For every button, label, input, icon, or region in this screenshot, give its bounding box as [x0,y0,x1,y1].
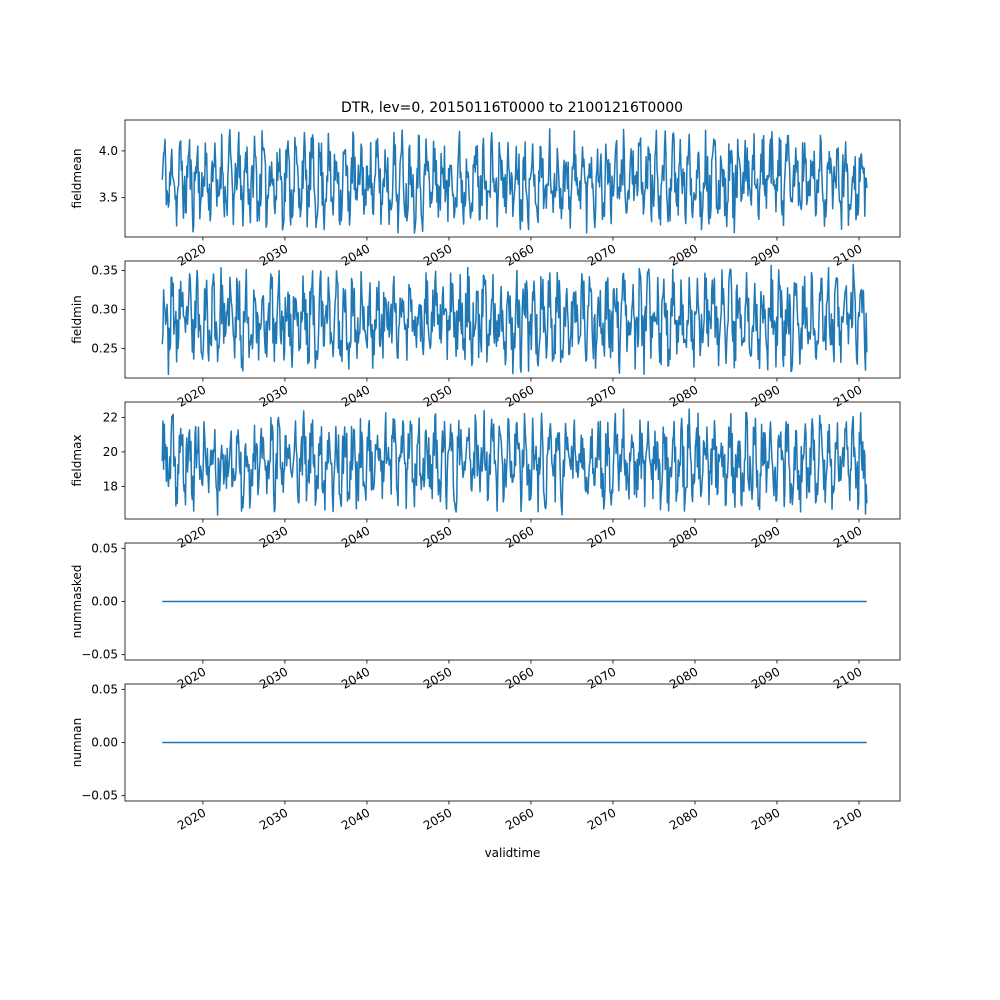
x-tick-label: 2080 [667,805,700,832]
y-tick-label: 4.0 [99,144,118,158]
x-tick-label: 2040 [339,805,372,832]
y-tick-label: 0.30 [91,302,118,316]
x-tick-label: 2070 [585,523,618,550]
axes-frame [124,401,901,520]
x-tick-label: 2070 [585,805,618,832]
x-tick-label: 2100 [831,523,864,550]
y-tick-label: 22 [103,410,118,424]
y-axis-label: numnan [70,718,84,767]
x-tick-label: 2030 [257,664,290,691]
x-tick-label: 2070 [585,241,618,268]
x-tick-label: 2050 [421,805,454,832]
x-tick-label: 2050 [421,664,454,691]
x-tick-label: 2070 [585,664,618,691]
subplot-stack: 3.5 4.0 2020 2030 2040 2050 2060 2070 2080 2090 21… [70,119,901,860]
x-tick-label: 2060 [503,382,536,409]
subplot-fieldmax: 18 20 22 2020 2030 2040 2050 2060 2070 2080 2090 21… [70,401,901,551]
subplot-fieldmean: 3.5 4.0 2020 2030 2040 2050 2060 2070 2080 2090 21… [70,119,901,269]
x-tick-label: 2040 [339,382,372,409]
y-axis-label: fieldmean [70,149,84,209]
y-tick-label: 18 [103,479,118,493]
x-tick-label: 2080 [667,241,700,268]
x-tick-label: 2030 [257,382,290,409]
x-tick-label: 2060 [503,241,536,268]
subplot-numnan: −0.05 0.00 0.05 2020 2030 2040 2050 2060 2070 208… [70,682,901,860]
x-tick-label: 2020 [175,805,208,832]
x-tick-label: 2060 [503,664,536,691]
x-tick-label: 2100 [831,241,864,268]
x-tick-label: 2080 [667,523,700,550]
subplot-nummasked: −0.05 0.00 0.05 2020 2030 2040 2050 2060 2070 208… [70,541,901,692]
x-tick-label: 2030 [257,523,290,550]
figure-title: DTR, lev=0, 20150116T0000 to 21001216T00… [341,100,683,116]
y-tick-label: 0.00 [91,595,118,609]
y-tick-label: 20 [103,445,118,459]
x-tick-label: 2040 [339,664,372,691]
x-tick-label: 2020 [175,241,208,268]
y-axis-label: nummasked [70,565,84,639]
axes-frame [124,119,901,238]
y-tick-label: 0.05 [91,541,118,555]
x-tick-label: 2090 [749,805,782,832]
x-tick-label: 2060 [503,805,536,832]
series-line-fieldmean [161,128,868,234]
x-axis-label: validtime [485,846,541,860]
x-tick-label: 2050 [421,241,454,268]
x-tick-label: 2050 [421,382,454,409]
x-tick-label: 2020 [175,382,208,409]
x-tick-label: 2020 [175,523,208,550]
x-tick-label: 2030 [257,241,290,268]
y-axis-label: fieldmin [70,295,84,344]
x-tick-label: 2030 [257,805,290,832]
x-tick-label: 2020 [175,664,208,691]
x-tick-label: 2100 [831,664,864,691]
x-tick-label: 2090 [749,382,782,409]
x-tick-label: 2100 [831,805,864,832]
x-tick-label: 2060 [503,523,536,550]
y-axis-label: fieldmax [70,434,84,486]
x-tick-label: 2090 [749,664,782,691]
axes-frame [124,260,901,379]
y-tick-label: −0.05 [81,789,118,803]
x-tick-label: 2040 [339,241,372,268]
y-tick-label: 0.00 [91,736,118,750]
x-tick-label: 2050 [421,523,454,550]
x-tick-label: 2080 [667,382,700,409]
x-tick-label: 2040 [339,523,372,550]
x-tick-label: 2100 [831,382,864,409]
y-tick-label: −0.05 [81,648,118,662]
x-tick-label: 2090 [749,523,782,550]
x-tick-label: 2070 [585,382,618,409]
x-tick-label: 2080 [667,664,700,691]
series-line-fieldmin [161,263,868,376]
x-tick-label: 2090 [749,241,782,268]
subplot-fieldmin: 0.25 0.30 0.35 2020 2030 2040 2050 2060 2070 2080… [70,260,901,410]
y-tick-label: 0.35 [91,263,118,277]
y-tick-label: 3.5 [99,191,118,205]
series-line-fieldmax [161,408,868,516]
y-tick-label: 0.05 [91,682,118,696]
y-tick-label: 0.25 [91,341,118,355]
